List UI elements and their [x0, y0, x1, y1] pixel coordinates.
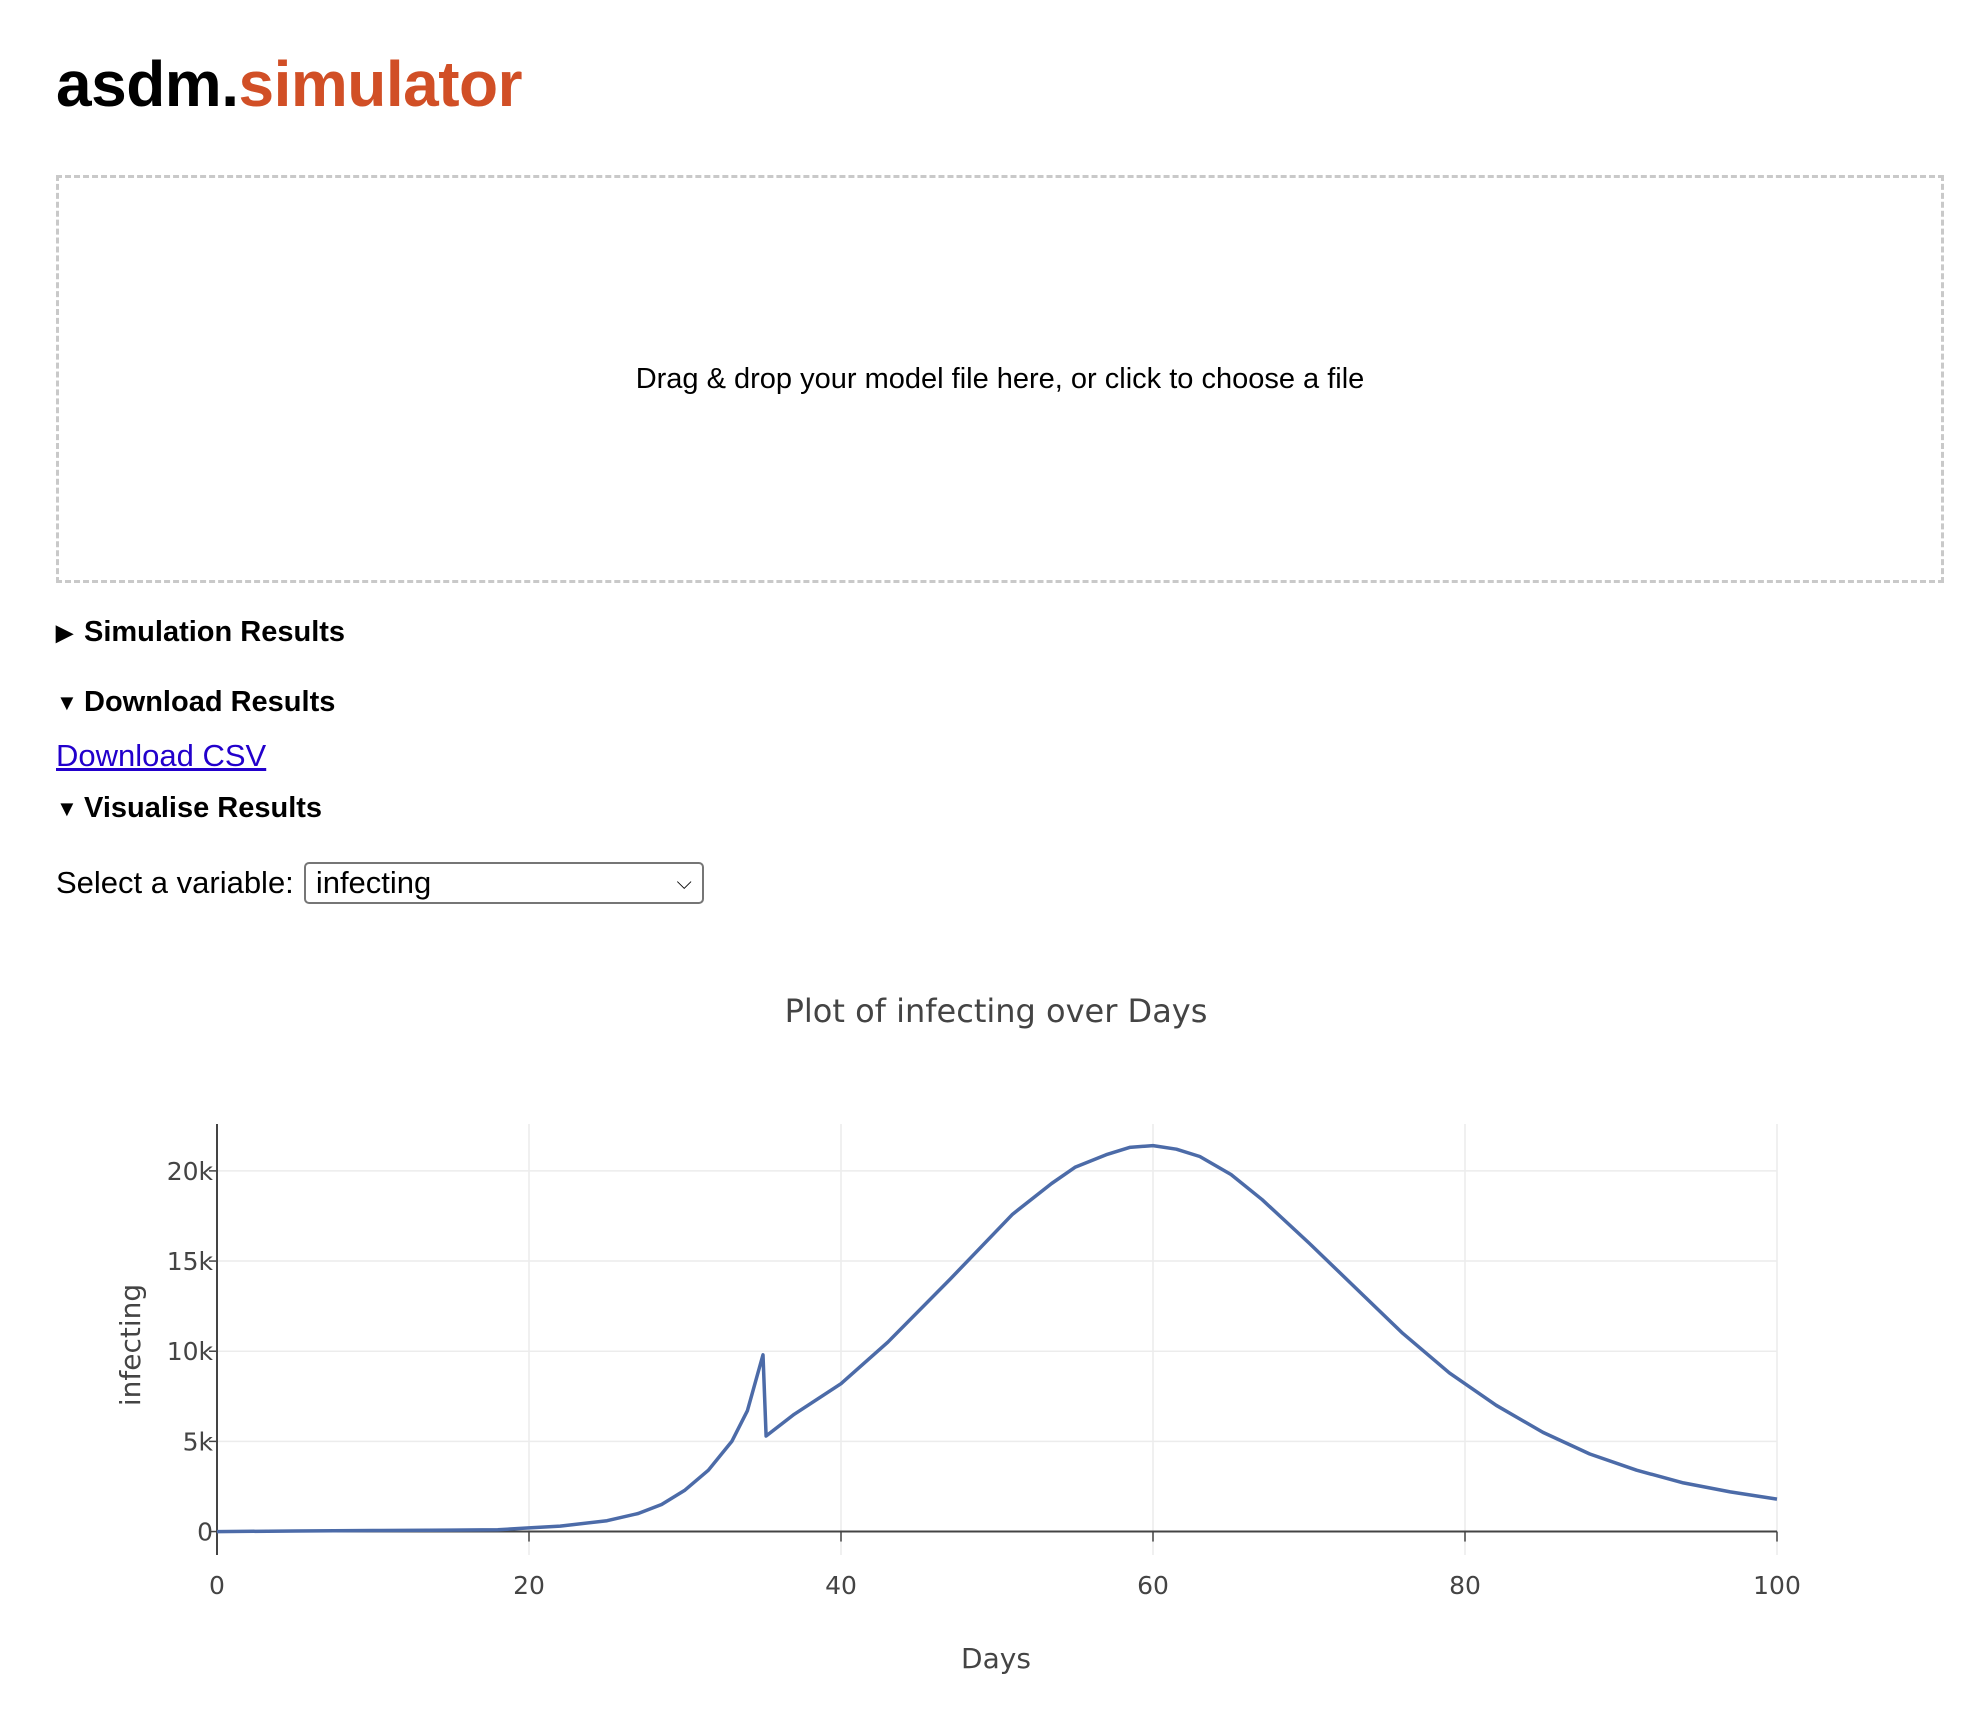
app-title-prefix: asdm.	[56, 48, 239, 120]
section-visualise-label: Visualise Results	[84, 792, 323, 824]
dropzone-text: Drag & drop your model file here, or cli…	[635, 362, 1365, 395]
y-tick-label: 10k	[167, 1337, 214, 1366]
x-tick-label: 60	[1137, 1571, 1169, 1600]
x-axis-label: Days	[961, 1642, 1031, 1675]
caret-right-icon: ▶	[56, 619, 73, 645]
caret-down-icon: ▼	[56, 795, 78, 821]
y-tick-label: 20k	[167, 1157, 214, 1186]
chart-title: Plot of infecting over Days	[785, 992, 1208, 1030]
chart-axes	[216, 1124, 1777, 1555]
x-tick-label: 0	[209, 1571, 225, 1600]
caret-down-icon: ▼	[56, 689, 78, 715]
variable-select-label: Select a variable:	[56, 865, 294, 900]
app-title: asdm.simulator	[56, 0, 1928, 116]
y-tick-label: 5k	[183, 1427, 214, 1456]
section-visualise-results[interactable]: ▼ Visualise Results	[56, 792, 322, 825]
x-tick-label: 100	[1753, 1571, 1801, 1600]
section-simulation-results[interactable]: ▶ Simulation Results	[56, 616, 345, 649]
y-tick-label: 0	[197, 1518, 213, 1547]
x-tick-label: 40	[825, 1571, 857, 1600]
app-title-accent: simulator	[238, 48, 523, 120]
series-line-infecting	[216, 1143, 1778, 1534]
x-tick-label: 20	[513, 1571, 545, 1600]
section-download-label: Download Results	[84, 686, 336, 718]
variable-select-value: infecting	[315, 865, 432, 900]
chevron-down-icon: ⌵	[676, 871, 692, 894]
y-tick-label: 15k	[167, 1247, 214, 1276]
section-download-results[interactable]: ▼ Download Results	[56, 686, 335, 719]
section-simulation-label: Simulation Results	[84, 616, 346, 648]
chart-ticks: 0 20 40 60 80 100 0 5k 10k 15k 20k	[167, 1157, 1801, 1600]
y-axis-label: infecting	[114, 1284, 147, 1406]
chart-grid	[217, 1124, 1778, 1555]
variable-select-row: Select a variable: infecting ⌵	[56, 862, 704, 904]
download-csv-link[interactable]: Download CSV	[56, 738, 267, 773]
variable-select[interactable]: infecting ⌵	[303, 862, 704, 904]
file-dropzone[interactable]: Drag & drop your model file here, or cli…	[56, 175, 1944, 583]
x-tick-label: 80	[1449, 1571, 1481, 1600]
